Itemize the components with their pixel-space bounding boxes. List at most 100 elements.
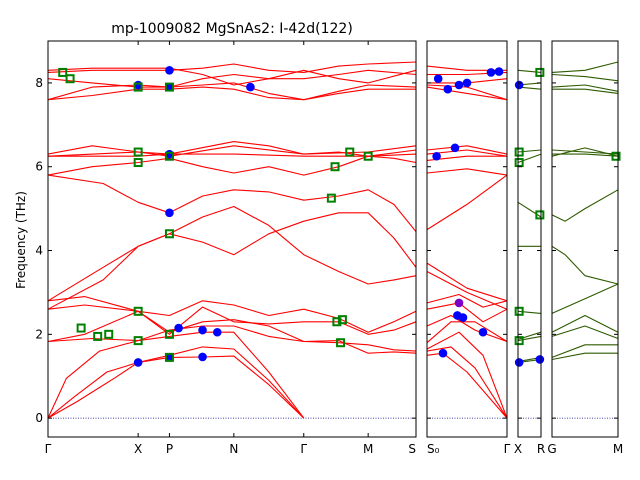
band-line (552, 153, 619, 157)
mode-marker-circle (433, 74, 443, 84)
mode-marker-square (104, 329, 114, 339)
mode-marker-circle (478, 327, 488, 337)
panel-frame (47, 40, 417, 438)
panel-s0-gamma: S₀ Γ (426, 40, 511, 456)
mode-marker-square (133, 306, 143, 316)
y-tick-label: 0 (35, 411, 43, 425)
mode-marker-square (332, 317, 342, 327)
mode-marker-square (336, 338, 346, 348)
band-line (47, 174, 417, 233)
band-line (551, 325, 619, 340)
mode-marker-circle (165, 66, 174, 75)
band-line (426, 293, 508, 308)
band-line (47, 155, 417, 176)
band-line (517, 69, 542, 73)
mode-marker-square (326, 193, 336, 203)
band-line (426, 352, 508, 419)
mode-marker-square (514, 306, 524, 316)
band-line (47, 67, 417, 86)
mode-marker-square (164, 329, 174, 339)
mode-marker-circle (443, 84, 453, 94)
band-line (551, 73, 619, 82)
x-tick-label: N (229, 442, 238, 456)
mode-marker-square (133, 158, 143, 168)
mode-marker-square (133, 82, 143, 92)
x-tick-label: X (134, 442, 142, 456)
band-line (551, 61, 619, 73)
mode-marker-circle (462, 78, 472, 88)
x-tick-label: M (363, 442, 373, 456)
mode-marker-circle (246, 82, 255, 92)
mode-marker-square (58, 67, 68, 77)
mode-marker-square (164, 352, 174, 362)
mode-marker-circle (198, 325, 207, 335)
band-line (426, 314, 508, 343)
panel-main: Γ X P N Γ M S 0 2 4 6 8 (35, 40, 417, 456)
y-axis-label: Frequency (THz) (14, 191, 28, 289)
x-tick-label: P (166, 442, 173, 456)
mode-marker-circle (494, 67, 504, 76)
mode-marker-circle (514, 358, 524, 367)
mode-marker-square (164, 82, 174, 92)
band-line (551, 84, 619, 92)
band-line (47, 69, 417, 88)
band-line (551, 314, 619, 333)
mode-marker-circle (454, 80, 464, 90)
mode-marker-circle (174, 323, 183, 333)
band-line (551, 189, 619, 222)
band-line (47, 296, 417, 333)
mode-marker-circle (458, 313, 468, 322)
mode-marker-square (164, 229, 174, 239)
band-line (47, 304, 417, 335)
mode-marker-square (93, 331, 103, 341)
band-line (517, 149, 542, 153)
x-tick-label: Γ (504, 442, 511, 456)
band-line (426, 262, 508, 302)
band-line (552, 88, 619, 94)
mode-marker-square (535, 210, 545, 220)
mode-marker-circle (486, 68, 496, 77)
band-line (47, 325, 417, 354)
mode-marker-square (535, 67, 545, 77)
band-line (426, 346, 508, 419)
mode-marker-circle (133, 358, 143, 367)
x-tick-label: Γ (45, 442, 52, 456)
band-line (426, 149, 508, 157)
mode-marker-circle (198, 352, 207, 362)
band-line (426, 155, 507, 161)
band-line (426, 174, 508, 231)
mode-marker-square (363, 151, 373, 161)
band-line (47, 141, 417, 155)
mode-marker-circle (454, 298, 464, 308)
x-tick-label: S (408, 442, 416, 456)
panel-frame (517, 40, 542, 438)
mode-marker-square (514, 147, 524, 157)
band-line (426, 145, 508, 155)
x-tick-label: S₀ (427, 442, 440, 456)
band-line (47, 61, 417, 73)
band-line (47, 212, 417, 302)
panel-frame (551, 40, 619, 438)
y-tick-label: 2 (35, 327, 43, 341)
band-line (551, 245, 619, 285)
panel-frame (426, 40, 508, 438)
band-line (47, 205, 417, 310)
mode-marker-square (337, 315, 347, 325)
band-line (47, 331, 305, 419)
mode-marker-square (514, 158, 524, 168)
band-line (551, 344, 618, 358)
band-line (426, 271, 508, 310)
chart-title: mp-1009082 MgSnAs2: I-42d(122) (111, 21, 353, 37)
band-line (517, 310, 542, 314)
mode-marker-square (611, 151, 621, 161)
mode-marker-square (76, 323, 86, 333)
band-line (426, 331, 508, 419)
x-tick-label: X (514, 442, 522, 456)
mode-marker-square (345, 147, 355, 157)
mode-marker-circle (432, 151, 441, 161)
x-tick-label: R (537, 442, 545, 456)
band-line (426, 86, 508, 101)
y-tick-label: 8 (35, 76, 43, 90)
